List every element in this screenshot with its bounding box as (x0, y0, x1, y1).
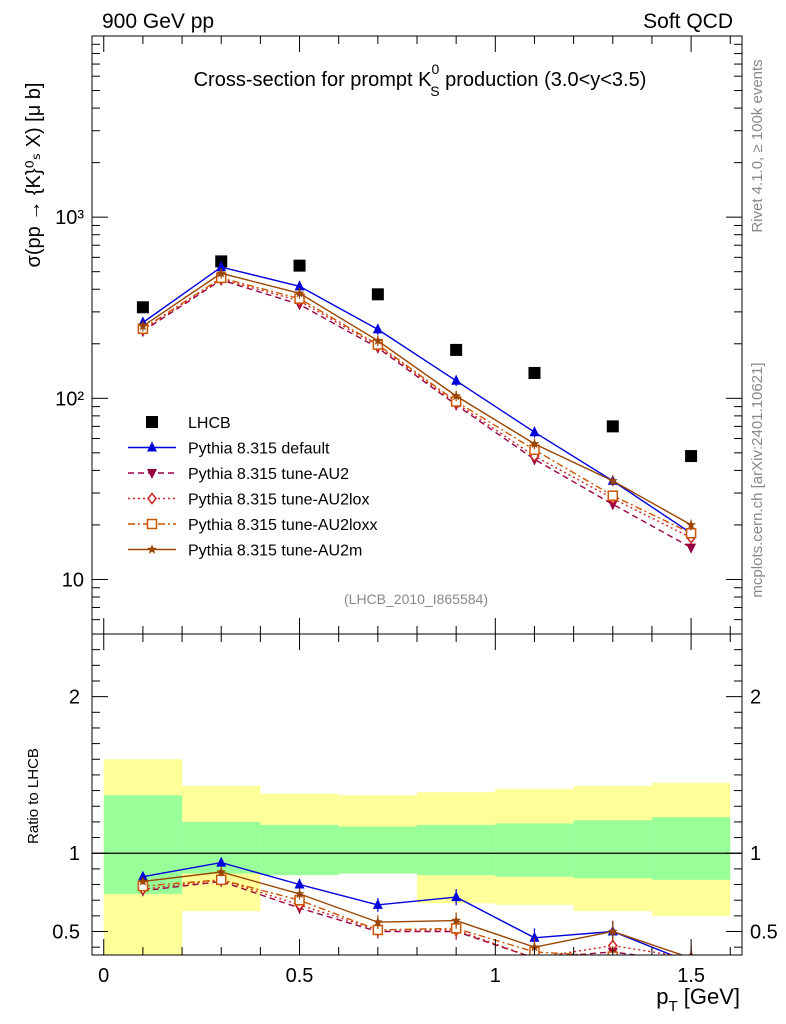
ratio-y-tick-label: 1 (69, 843, 80, 865)
uncertainty-band-inner (495, 823, 574, 877)
ratio-point (529, 931, 540, 942)
ratio-y-tick-label: 0.5 (52, 922, 80, 944)
data-point (528, 366, 541, 379)
ratio-ylabel: Ratio to LHCB (25, 748, 42, 844)
uncertainty-band-inner (417, 825, 496, 876)
ratio-point (137, 870, 148, 881)
ratio-point (216, 866, 227, 877)
data-point (529, 438, 540, 449)
ratio-point (294, 888, 305, 899)
data-point (138, 321, 148, 331)
series-line (142, 272, 692, 526)
ratio-point (216, 856, 227, 867)
ratio-y-tick-label-right: 2 (750, 687, 761, 709)
data-point (372, 335, 383, 345)
legend-entry: Pythia 8.315 tune-AU2lox (128, 492, 369, 509)
legend-entry: Pythia 8.315 tune-AU2 (128, 466, 349, 483)
data-point (293, 259, 306, 272)
main-title: Cross-section for prompt K0 S production … (194, 61, 647, 99)
legend-label: LHCB (188, 415, 231, 432)
y-tick-label: 10 (62, 569, 84, 591)
legend-label: Pythia 8.315 tune-AU2lox (188, 492, 369, 509)
data-point (607, 490, 619, 501)
data-point (685, 450, 698, 463)
ratio-line (142, 879, 598, 955)
ratio-line (142, 880, 641, 955)
data-point (451, 390, 462, 401)
data-point (686, 543, 697, 554)
series-line (142, 277, 692, 534)
series-line (142, 279, 692, 549)
legend-entry: Pythia 8.315 tune-AU2m (128, 543, 362, 560)
ratio-point (451, 891, 462, 902)
ratio-y-tick-label-right: 0.5 (750, 922, 778, 944)
legend-entry: Pythia 8.315 tune-AU2loxx (128, 517, 377, 534)
data-point (606, 420, 619, 433)
data-point (216, 268, 227, 278)
data-point (216, 261, 227, 272)
legend-marker (146, 518, 158, 530)
data-point (372, 323, 383, 334)
series-line (142, 266, 692, 534)
data-point (451, 374, 462, 385)
data-point (607, 500, 618, 511)
legend-label: Pythia 8.315 default (188, 441, 330, 458)
legend-marker (147, 544, 157, 554)
x-tick-label: 1 (490, 965, 501, 987)
ratio-point (451, 915, 462, 925)
legend-marker (147, 469, 157, 479)
ratio-line (142, 861, 674, 955)
analysis-label: (LHCB_2010_I865584) (344, 591, 488, 607)
series-pythia-8-315-tune-au2m (138, 267, 696, 531)
ratio-y-tick-label-right: 1 (750, 843, 761, 865)
data-point (136, 301, 149, 314)
x-tick-label: 0.5 (286, 965, 314, 987)
ratio-line (142, 879, 677, 955)
data-point (450, 343, 463, 356)
data-point (294, 280, 305, 291)
legend-label: Pythia 8.315 tune-AU2m (188, 543, 362, 560)
legend-entry: LHCB (146, 415, 231, 432)
uncertainty-band-inner (338, 826, 417, 874)
ratio-plot: 0.5 0.5 1 1 2 2 0 0.5 1 1.5 (52, 633, 778, 987)
y-tick-label: 10³ (55, 207, 84, 229)
mcplots-label: mcplots.cern.ch [arXiv:2401.10621] (749, 362, 766, 597)
x-axis-label: pT [GeV] (656, 984, 740, 1015)
uncertainty-band-inner (573, 820, 652, 879)
ratio-point (294, 878, 305, 889)
ratio-point (138, 876, 148, 886)
legend-label: Pythia 8.315 tune-AU2 (188, 466, 349, 483)
series-line (142, 278, 692, 539)
uncertainty-band-inner (651, 817, 731, 880)
ratio-point (529, 954, 540, 955)
data-point (294, 288, 305, 298)
y-tick-label: 10² (55, 388, 84, 410)
x-tick-label: 1.5 (677, 965, 705, 987)
x-tick-label: 0 (98, 965, 109, 987)
data-point (686, 519, 696, 530)
data-point (607, 475, 618, 486)
data-point (371, 288, 384, 301)
ratio-line (142, 871, 685, 955)
uncertainty-band-inner (260, 825, 339, 876)
legend-label: Pythia 8.315 tune-AU2loxx (188, 517, 377, 534)
ratio-point (607, 926, 618, 936)
ratio-point (372, 898, 383, 909)
ratio-point (372, 916, 383, 927)
legend-marker (146, 416, 158, 428)
ratio-point (529, 942, 540, 952)
header-left: 900 GeV pp (102, 10, 214, 33)
rivet-label: Rivet 4.1.0, ≥ 100k events (749, 59, 766, 232)
header-right: Soft QCD (643, 10, 733, 33)
ratio-y-tick-label: 2 (69, 687, 80, 709)
main-ylabel: σ(pp → {K}⁰ₛ X) [μ b] (23, 83, 45, 268)
data-point (529, 426, 540, 437)
ratio-point (215, 874, 227, 886)
legend-marker (147, 441, 157, 452)
legend-marker (147, 492, 157, 505)
main-plot: 10 10² 10³ LHCB Pythia 8.315 default Pythia 8… (55, 35, 743, 635)
legend-entry: Pythia 8.315 default (128, 441, 330, 458)
